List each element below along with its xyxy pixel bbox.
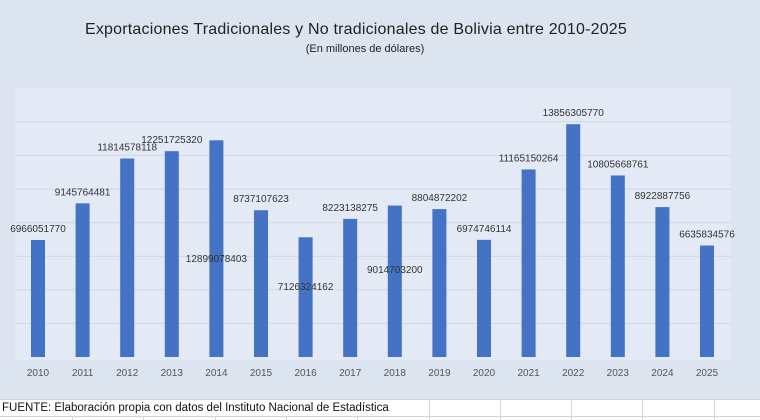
cell-border — [500, 399, 501, 420]
x-tick-label: 2022 — [562, 368, 585, 379]
data-label: 12251725320 — [141, 135, 203, 146]
cell-border — [357, 416, 358, 420]
data-label: 9014703200 — [367, 265, 423, 276]
bar-2020 — [477, 239, 491, 357]
x-tick-label: 2016 — [294, 368, 317, 379]
cell-border — [72, 416, 73, 420]
cell-border — [143, 416, 144, 420]
cell-border — [714, 399, 715, 420]
cell-border — [286, 416, 287, 420]
data-label: 6974746114 — [457, 224, 512, 235]
data-label: 10805668761 — [587, 159, 649, 170]
chart-subtitle: (En millones de dólares) — [305, 43, 425, 55]
bar-2017 — [343, 218, 358, 357]
x-tick-label: 2019 — [428, 368, 451, 379]
data-label: 9145764481 — [55, 187, 111, 198]
cell-border — [571, 399, 572, 420]
cell-border — [215, 416, 216, 420]
x-tick-label: 2014 — [205, 368, 228, 379]
data-label: 6635834576 — [679, 230, 735, 241]
cell-border — [429, 399, 430, 420]
x-tick-label: 2015 — [250, 368, 273, 379]
bar-2025 — [700, 245, 714, 357]
bar-2010 — [31, 239, 45, 357]
x-tick-label: 2021 — [517, 368, 540, 379]
x-tick-label: 2013 — [161, 368, 184, 379]
data-label: 6966051770 — [10, 224, 66, 235]
source-footnote: FUENTE: Elaboración propia con datos del… — [2, 402, 389, 414]
bar-2015 — [254, 210, 268, 357]
bar-2016 — [298, 237, 313, 357]
cell-border — [0, 416, 760, 417]
data-label: 8804872202 — [412, 193, 468, 204]
x-tick-label: 2017 — [339, 368, 362, 379]
bar-2018 — [387, 205, 402, 357]
chart-title: Exportaciones Tradicionales y No tradici… — [84, 21, 628, 38]
cell-border — [642, 399, 643, 420]
data-label: 8737107623 — [233, 194, 289, 205]
data-label: 13856305770 — [543, 108, 605, 119]
bar-2019 — [432, 209, 447, 357]
x-tick-label: 2020 — [473, 368, 496, 379]
bar-2011 — [75, 203, 90, 357]
bar-2014 — [209, 140, 224, 357]
x-tick-label: 2011 — [72, 368, 94, 379]
data-label: 11165150264 — [499, 153, 559, 164]
x-tick-label: 2023 — [607, 368, 630, 379]
bar-2024 — [655, 207, 670, 357]
bar-2013 — [164, 151, 179, 357]
data-label: 8922887756 — [635, 191, 691, 202]
x-tick-label: 2018 — [384, 368, 407, 379]
data-label: 12899078403 — [186, 254, 248, 265]
cell-border — [0, 399, 760, 400]
bar-2023 — [610, 175, 625, 357]
bar-2012 — [120, 158, 135, 357]
x-tick-label: 2024 — [651, 368, 674, 379]
data-label: 11814578118 — [97, 143, 157, 154]
bar-chart: 6966051770 2010 9145764481 2011 11814578118 2… — [10, 108, 735, 379]
x-tick-label: 2012 — [116, 368, 139, 379]
data-label: 8223138275 — [322, 203, 378, 214]
x-tick-label: 2025 — [696, 368, 719, 379]
bar-2022 — [566, 124, 581, 357]
bar-2021 — [521, 169, 536, 357]
data-label: 7126324162 — [278, 282, 334, 293]
x-tick-label: 2010 — [27, 368, 50, 379]
